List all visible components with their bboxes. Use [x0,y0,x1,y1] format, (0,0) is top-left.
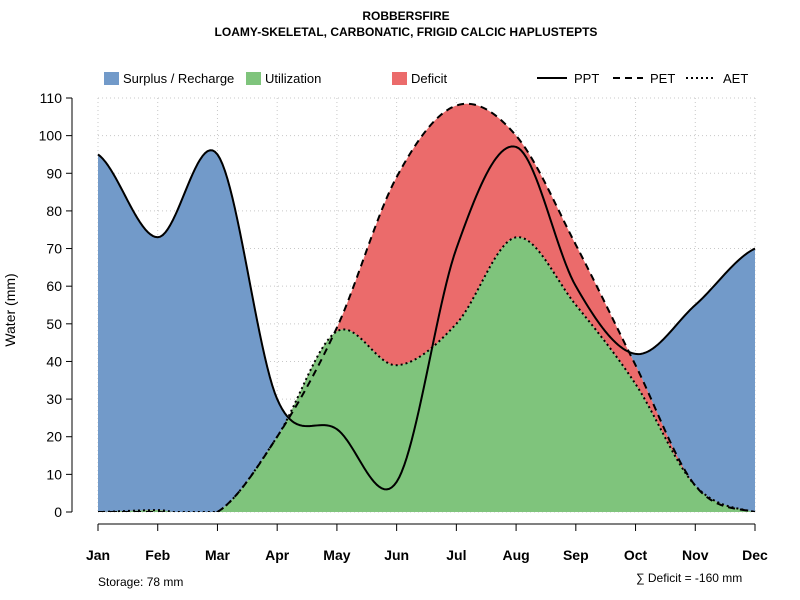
x-tick-label: Mar [205,547,230,563]
y-tick-label: 110 [40,90,63,106]
legend-label-ppt: PPT [574,71,599,86]
deficit-note: ∑ Deficit = -160 mm [636,571,742,585]
legend-label-utilization: Utilization [265,71,321,86]
y-axis-label: Water (mm) [2,273,18,346]
y-tick-label: 10 [46,466,62,482]
x-tick-label: Apr [265,547,290,563]
x-tick-label: Sep [563,547,589,563]
legend-label-surplus: Surplus / Recharge [123,71,234,86]
chart-subtitle: LOAMY-SKELETAL, CARBONATIC, FRIGID CALCI… [215,25,598,39]
area-deficit [98,103,755,512]
x-tick-label: Nov [682,547,709,563]
x-tick-label: Feb [145,547,170,563]
y-tick-label: 30 [46,391,62,407]
legend-label-pet: PET [650,71,675,86]
y-tick-label: 70 [46,241,62,257]
legend-label-deficit: Deficit [411,71,448,86]
x-tick-label: Oct [624,547,648,563]
x-tick-label: Jan [86,547,110,563]
legend-label-aet: AET [723,71,748,86]
legend-swatch-surplus [104,72,119,85]
y-tick-label: 20 [46,429,62,445]
y-tick-label: 40 [46,353,62,369]
y-tick-label: 0 [54,504,62,520]
y-tick-label: 60 [46,278,62,294]
y-tick-label: 90 [46,165,62,181]
x-tick-label: Jun [384,547,409,563]
y-tick-label: 80 [46,203,62,219]
y-tick-label: 100 [39,128,63,144]
legend: Surplus / Recharge Utilization Deficit P… [104,71,748,86]
x-tick-label: Aug [502,547,529,563]
y-tick-label: 50 [46,316,62,332]
line-pet [98,102,756,512]
legend-swatch-utilization [246,72,261,85]
legend-swatch-deficit [392,72,407,85]
series-lines [97,102,756,512]
x-tick-label: May [323,547,350,563]
storage-note: Storage: 78 mm [98,575,183,589]
axes: 0 10 20 30 40 50 60 70 80 90 100 110 Jan Feb Mar Apr May… [39,90,768,563]
x-tick-label: Jul [446,547,466,563]
line-ppt [97,145,756,491]
area-surplus-recharge [98,103,755,512]
chart-title: ROBBERSFIRE [362,9,449,23]
x-tick-label: Dec [742,547,768,563]
